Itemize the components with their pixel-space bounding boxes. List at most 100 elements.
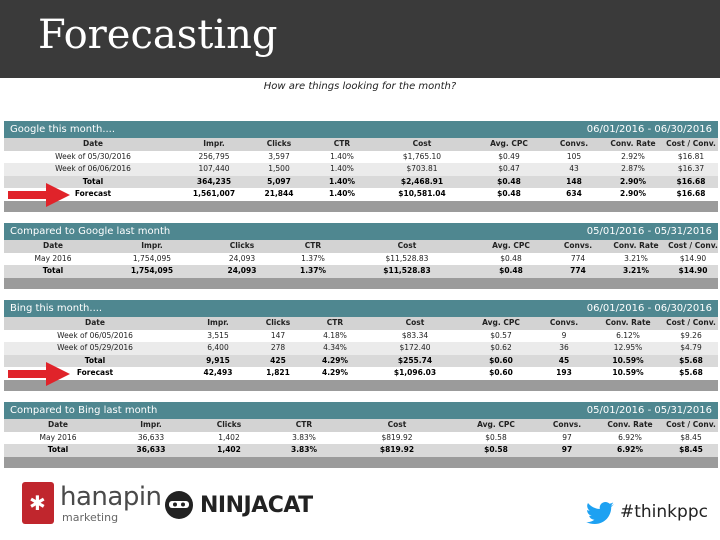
cell-date: Week of 05/29/2016	[4, 342, 186, 355]
footer-logos: ✱ hanapin marketing NINJACAT #thinkppc	[0, 470, 720, 540]
table-row-total: Total 36,633 1,402 3.83% $819.92 $0.58 9…	[4, 444, 718, 457]
column-header: Impr.	[112, 419, 190, 432]
cell-cost-per-conv: $14.90	[668, 265, 718, 278]
cell-clicks: 278	[250, 342, 306, 355]
cell-avg-cpc: $0.48	[470, 265, 552, 278]
column-header: Impr.	[102, 240, 202, 253]
cell-conv-rate: 6.92%	[596, 444, 664, 457]
cell-clicks: 147	[250, 329, 306, 342]
panel-footer-bar	[4, 200, 718, 212]
cell-clicks: 3,597	[246, 150, 312, 163]
cell-conv-rate: 6.12%	[592, 329, 664, 342]
column-header: Cost / Conv.	[668, 240, 718, 253]
cell-ctr: 4.29%	[306, 354, 364, 367]
column-header: Impr.	[182, 138, 246, 151]
panel-date-range: 06/01/2016 - 06/30/2016	[586, 303, 712, 314]
cell-convs: 97	[538, 431, 596, 444]
hanapin-logo: ✱ hanapin marketing	[22, 482, 162, 526]
arrow-right-icon	[8, 183, 70, 207]
cell-avg-cpc: $0.48	[470, 252, 552, 265]
twitter-bird-icon	[586, 502, 614, 524]
cell-avg-cpc: $0.60	[466, 367, 536, 380]
column-header: Conv. Rate	[604, 240, 668, 253]
table-row: Week of 05/30/2016 256,795 3,597 1.40% $…	[4, 150, 718, 163]
column-header: Conv. Rate	[596, 419, 664, 432]
cell-ctr: 1.40%	[312, 163, 372, 176]
table-row-total: Total 364,235 5,097 1.40% $2,468.91 $0.4…	[4, 175, 718, 188]
cell-convs: 45	[536, 354, 592, 367]
cell-cost-per-conv: $16.81	[664, 150, 718, 163]
panel-title: Bing this month....	[10, 303, 103, 314]
title-bar: Forecasting	[0, 0, 720, 78]
cell-ctr: 1.40%	[312, 188, 372, 201]
cell-cost: $2,468.91	[372, 175, 472, 188]
hanapin-name: hanapin	[60, 482, 162, 512]
cell-clicks: 21,844	[246, 188, 312, 201]
column-header: Date	[4, 240, 102, 253]
cell-ctr: 1.37%	[282, 252, 344, 265]
panel-header: Compared to Google last month 05/01/2016…	[4, 223, 718, 240]
cell-clicks: 5,097	[246, 175, 312, 188]
cell-conv-rate: 3.21%	[604, 252, 668, 265]
column-header: Cost	[372, 138, 472, 151]
cell-impr: 107,440	[182, 163, 246, 176]
table-row-total: Total 9,915 425 4.29% $255.74 $0.60 45 1…	[4, 354, 718, 367]
cell-cost: $10,581.04	[372, 188, 472, 201]
cell-clicks: 1,500	[246, 163, 312, 176]
cell-date: Total	[4, 444, 112, 457]
column-header: CTR	[282, 240, 344, 253]
column-header: Conv. Rate	[592, 317, 664, 330]
table-row: May 2016 1,754,095 24,093 1.37% $11,528.…	[4, 252, 718, 265]
panel-google-last-month: Compared to Google last month 05/01/2016…	[4, 223, 718, 289]
cell-conv-rate: 10.59%	[592, 367, 664, 380]
cell-date: Total	[4, 265, 102, 278]
cell-cost: $172.40	[364, 342, 466, 355]
cell-date: May 2016	[4, 252, 102, 265]
column-header: Cost / Conv.	[664, 419, 718, 432]
column-header: Conv. Rate	[602, 138, 664, 151]
column-header: Avg. CPC	[472, 138, 546, 151]
cell-convs: 148	[546, 175, 602, 188]
cell-cost: $1,096.03	[364, 367, 466, 380]
cell-impr: 1,561,007	[182, 188, 246, 201]
cell-avg-cpc: $0.60	[466, 354, 536, 367]
column-header: Date	[4, 138, 182, 151]
column-header: CTR	[268, 419, 340, 432]
ninjacat-name: NINJACAT	[200, 493, 313, 518]
cell-convs: 774	[552, 252, 604, 265]
cell-ctr: 1.40%	[312, 150, 372, 163]
cell-convs: 193	[536, 367, 592, 380]
table-row-total: Total 1,754,095 24,093 1.37% $11,528.83 …	[4, 265, 718, 278]
column-header: Convs.	[536, 317, 592, 330]
cell-convs: 634	[546, 188, 602, 201]
cell-avg-cpc: $0.62	[466, 342, 536, 355]
bing-this-month-table: Date Impr. Clicks CTR Cost Avg. CPC Conv…	[4, 317, 718, 380]
cell-conv-rate: 3.21%	[604, 265, 668, 278]
cell-clicks: 1,402	[190, 431, 268, 444]
cell-impr: 1,754,095	[102, 252, 202, 265]
cell-impr: 3,515	[186, 329, 250, 342]
cell-cost-per-conv: $4.79	[664, 342, 718, 355]
cell-avg-cpc: $0.58	[454, 431, 538, 444]
cell-conv-rate: 12.95%	[592, 342, 664, 355]
panel-bing-last-month: Compared to Bing last month 05/01/2016 -…	[4, 402, 718, 468]
table-row: Week of 06/05/2016 3,515 147 4.18% $83.3…	[4, 329, 718, 342]
cell-convs: 97	[538, 444, 596, 457]
table-row: Week of 05/29/2016 6,400 278 4.34% $172.…	[4, 342, 718, 355]
cell-impr: 42,493	[186, 367, 250, 380]
panel-footer-bar	[4, 277, 718, 289]
cell-avg-cpc: $0.47	[472, 163, 546, 176]
cell-ctr: 1.37%	[282, 265, 344, 278]
cell-conv-rate: 6.92%	[596, 431, 664, 444]
column-header: CTR	[306, 317, 364, 330]
hashtag: #thinkppc	[586, 500, 716, 526]
cell-avg-cpc: $0.57	[466, 329, 536, 342]
column-header: Clicks	[190, 419, 268, 432]
cell-cost: $11,528.83	[344, 265, 470, 278]
cell-clicks: 425	[250, 354, 306, 367]
cell-date: Week of 06/06/2016	[4, 163, 182, 176]
column-header: Cost	[340, 419, 454, 432]
cell-cost-per-conv: $5.68	[664, 354, 718, 367]
hanapin-subtitle: marketing	[62, 511, 119, 524]
column-header: Cost / Conv.	[664, 138, 718, 151]
